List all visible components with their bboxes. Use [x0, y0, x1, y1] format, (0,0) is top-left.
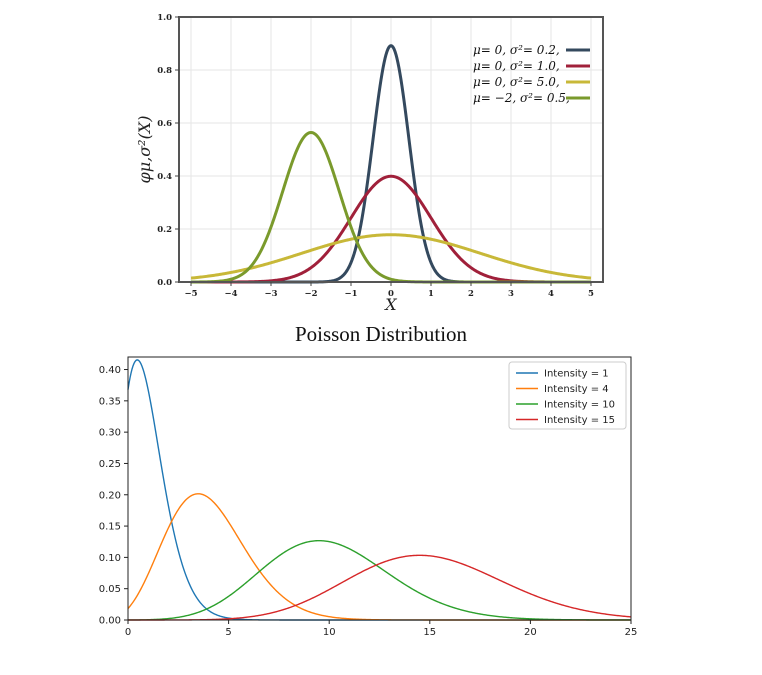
y-tick-label: 0.30: [99, 428, 121, 439]
poisson-curve-3: [128, 539, 631, 621]
x-tick-label: 3: [508, 289, 514, 299]
x-tick-label: −1: [344, 289, 357, 299]
poisson-curve-4: [128, 554, 632, 621]
y-tick-label: 0.15: [99, 522, 121, 533]
x-axis-label: X: [383, 295, 397, 314]
poisson-curve-1: [127, 359, 631, 621]
y-tick-label: 0.8: [157, 66, 172, 76]
x-tick-label: −2: [304, 289, 317, 299]
poisson-chart-title: Poisson Distribution: [294, 322, 468, 346]
x-tick-label: 5: [225, 627, 231, 638]
y-tick-label: 0.40: [99, 365, 121, 376]
x-tick-label: 1: [428, 289, 434, 299]
x-tick-label: 2: [468, 289, 474, 299]
normal-curve-3: [190, 233, 592, 280]
x-tick-label: 15: [423, 627, 436, 638]
legend-label: Intensity = 10: [544, 400, 615, 411]
x-tick-label: −5: [184, 289, 197, 299]
x-tick-label: 4: [548, 289, 554, 299]
legend-label: μ= 0, σ²= 5.0,: [473, 75, 560, 89]
y-tick-label: 0.4: [157, 172, 172, 182]
y-tick-label: 0.2: [157, 225, 172, 235]
poisson-curve-2: [127, 493, 631, 621]
y-tick-label: 0.20: [99, 490, 121, 501]
legend-label: Intensity = 1: [544, 369, 609, 380]
y-tick-label: 0.05: [99, 584, 121, 595]
plot-frame: [127, 356, 632, 621]
x-tick-label: 10: [323, 627, 336, 638]
x-tick-label: 5: [588, 289, 594, 299]
legend-label: μ= −2, σ²= 0.5,: [473, 91, 570, 105]
y-tick-label: 1.0: [157, 13, 172, 23]
x-tick-label: 0: [388, 289, 394, 299]
x-tick-label: 25: [625, 627, 638, 638]
y-tick-label: 0.25: [99, 459, 121, 470]
y-axis-label: φμ,σ²(X): [135, 116, 154, 184]
x-tick-label: 0: [125, 627, 131, 638]
y-tick-label: 0.35: [99, 396, 121, 407]
legend-box: [508, 361, 627, 430]
y-tick-label: 0.0: [157, 278, 172, 288]
x-tick-label: 20: [524, 627, 537, 638]
y-tick-label: 0.00: [99, 616, 121, 627]
x-tick-label: −4: [224, 289, 237, 299]
legend-label: μ= 0, σ²= 0.2,: [473, 43, 560, 57]
legend-label: Intensity = 4: [544, 384, 609, 395]
legend-label: Intensity = 15: [544, 415, 615, 426]
normal-distribution-chart: −5 −4 −3 −2 −1 0 1 2 3 4 5 0.0 0.2 0.4 0.6 0.8 1.0 Xφμ,σ²…: [135, 13, 604, 314]
plot-area: [128, 357, 631, 620]
y-tick-label: 0.6: [157, 119, 172, 129]
y-tick-label: 0.10: [99, 553, 121, 564]
legend-label: μ= 0, σ²= 1.0,: [473, 59, 560, 73]
x-tick-label: −3: [264, 289, 277, 299]
